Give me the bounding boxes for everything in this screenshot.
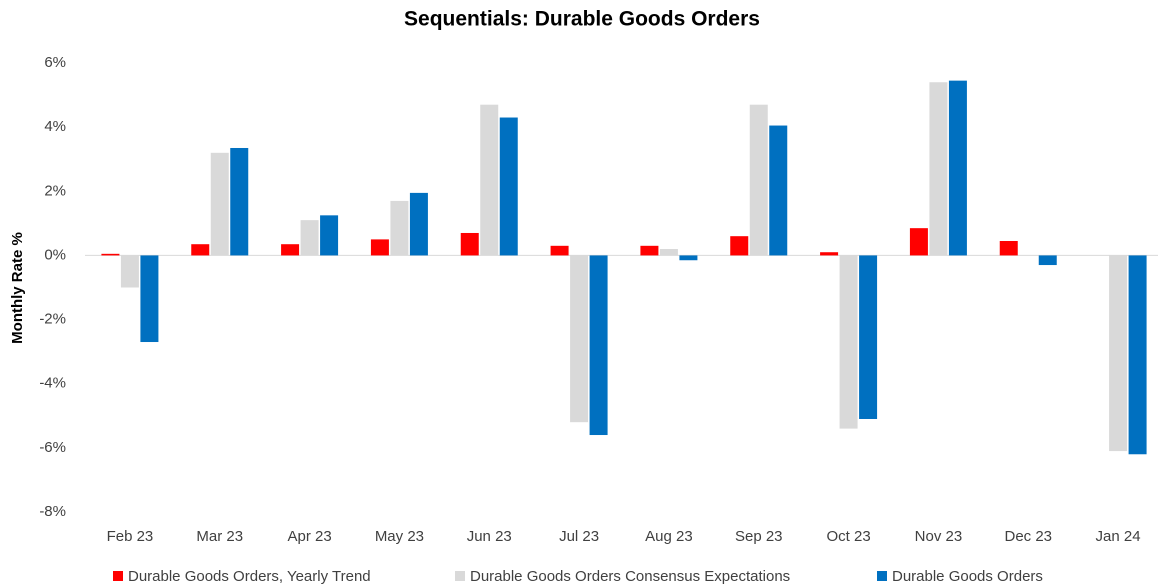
x-tick-label: Jun 23 xyxy=(467,528,512,545)
y-tick-label: -4% xyxy=(39,375,66,392)
bar xyxy=(230,147,249,256)
bar xyxy=(859,255,878,419)
x-tick-label: Sep 23 xyxy=(735,528,783,545)
bar xyxy=(281,244,300,256)
x-tick-label: Feb 23 xyxy=(107,528,154,545)
bar xyxy=(929,82,948,256)
x-tick-label: May 23 xyxy=(375,528,424,545)
bar xyxy=(1128,255,1147,455)
x-tick-label: Jan 24 xyxy=(1096,528,1141,545)
bar xyxy=(730,236,749,256)
bar xyxy=(499,117,518,256)
x-tick-label: Mar 23 xyxy=(196,528,243,545)
bar xyxy=(140,255,159,343)
x-tick-label: Apr 23 xyxy=(287,528,331,545)
bar xyxy=(320,215,339,256)
y-tick-label: -2% xyxy=(39,311,66,328)
bar xyxy=(769,125,788,256)
y-tick-label: -6% xyxy=(39,439,66,456)
y-tick-label: 2% xyxy=(44,182,66,199)
bar xyxy=(101,253,120,256)
legend-label: Durable Goods Orders, Yearly Trend xyxy=(128,568,371,585)
x-tick-label: Nov 23 xyxy=(915,528,963,545)
legend-label: Durable Goods Orders xyxy=(892,568,1043,585)
y-tick-label: 0% xyxy=(44,246,66,263)
bar xyxy=(191,244,210,256)
bar xyxy=(210,152,229,256)
x-tick-label: Dec 23 xyxy=(1004,528,1052,545)
x-tick-label: Jul 23 xyxy=(559,528,599,545)
bar xyxy=(370,239,389,256)
bar xyxy=(589,255,608,436)
bar xyxy=(999,240,1018,256)
bar xyxy=(409,192,428,256)
bar xyxy=(909,228,928,256)
bar xyxy=(659,249,678,256)
bar xyxy=(550,245,569,256)
bar xyxy=(120,255,139,288)
y-tick-label: -8% xyxy=(39,503,66,520)
bar xyxy=(948,80,967,256)
legend-swatch xyxy=(877,571,887,581)
y-tick-label: 4% xyxy=(44,118,66,135)
bar xyxy=(390,200,409,256)
legend-swatch xyxy=(455,571,465,581)
bar xyxy=(839,255,858,429)
legend-swatch xyxy=(113,571,123,581)
bar xyxy=(1038,255,1057,266)
bar xyxy=(570,255,589,423)
bar xyxy=(749,104,768,256)
bar xyxy=(460,232,479,256)
x-tick-label: Aug 23 xyxy=(645,528,693,545)
y-tick-label: 6% xyxy=(44,54,66,71)
bar xyxy=(640,245,659,256)
bar xyxy=(820,252,839,256)
chart-title: Sequentials: Durable Goods Orders xyxy=(404,8,760,31)
y-axis-label: Monthly Rate % xyxy=(9,232,26,344)
bar xyxy=(679,255,698,261)
bar xyxy=(300,220,319,256)
bar xyxy=(480,104,499,256)
legend-label: Durable Goods Orders Consensus Expectati… xyxy=(470,568,790,585)
x-tick-label: Oct 23 xyxy=(826,528,870,545)
bar xyxy=(1109,255,1128,452)
